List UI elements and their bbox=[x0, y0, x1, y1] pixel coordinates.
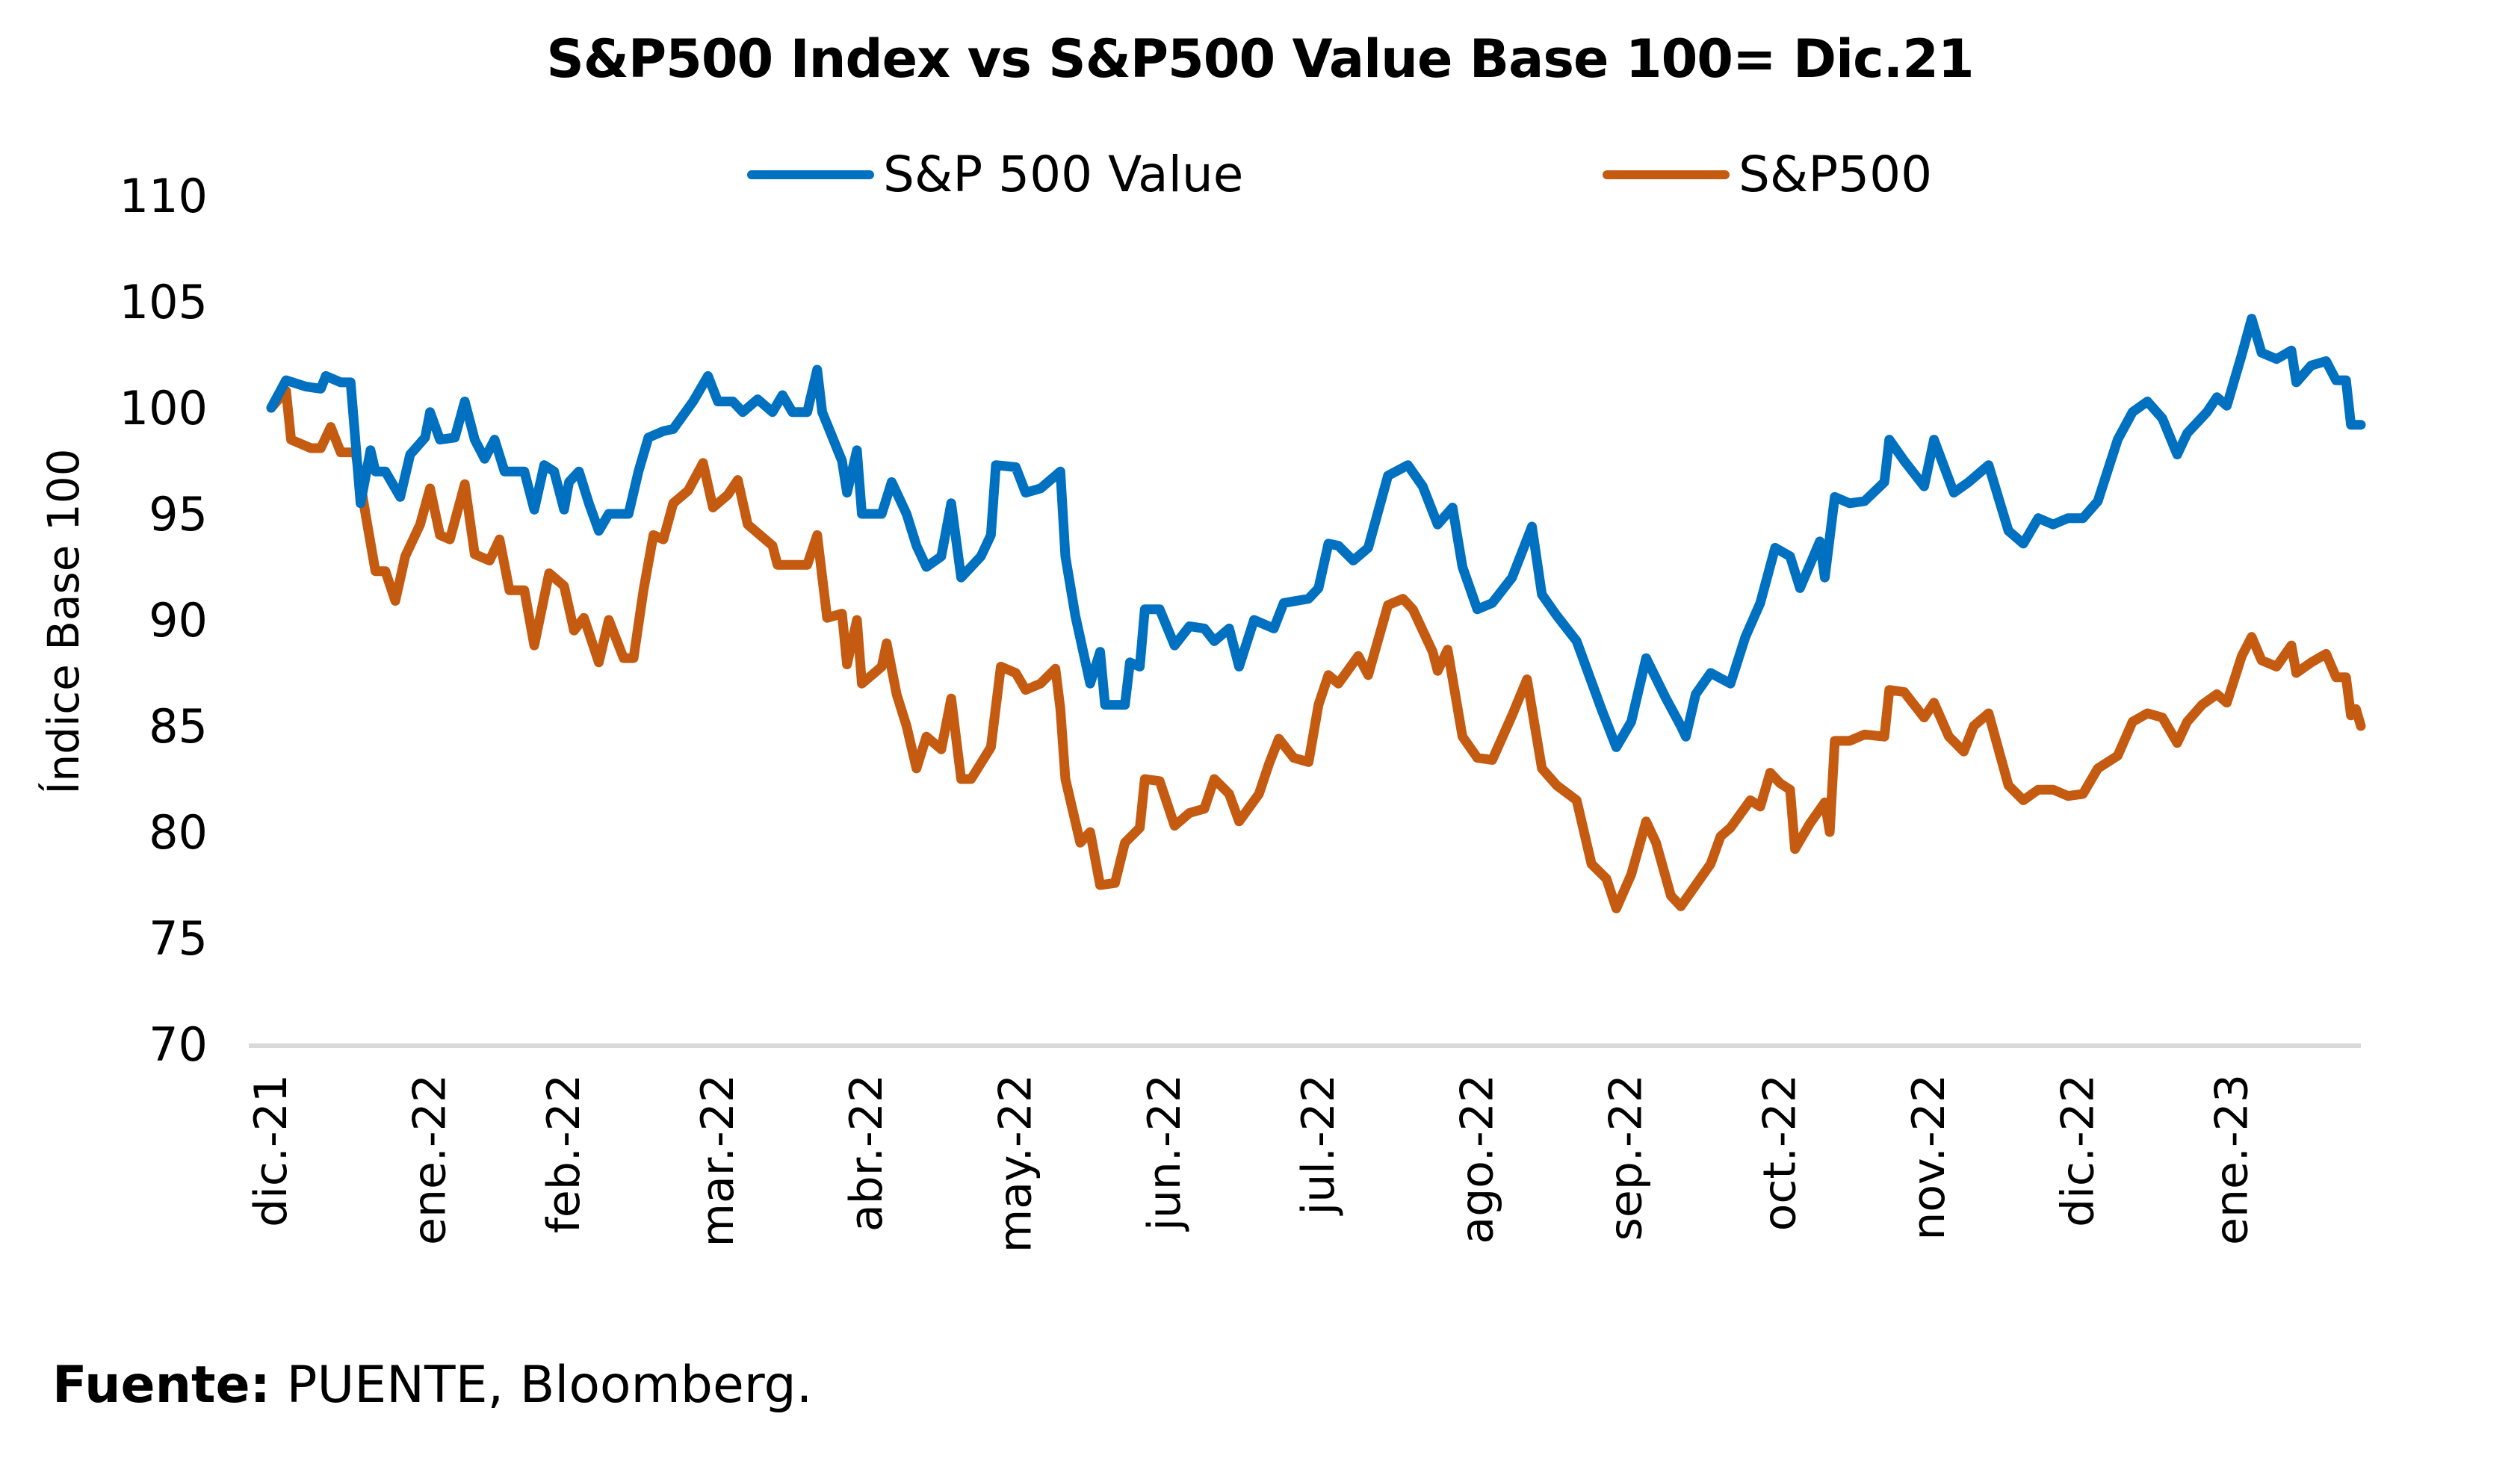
y-tick-label: 75 bbox=[149, 911, 208, 966]
y-tick-label: 95 bbox=[149, 487, 208, 542]
x-tick-label: jul.-22 bbox=[1292, 1074, 1345, 1216]
legend-item-sp500-value: S&P 500 Value bbox=[747, 146, 1243, 203]
x-tick-label: jun.-22 bbox=[1139, 1074, 1191, 1232]
x-tick-label: feb.-22 bbox=[538, 1074, 590, 1233]
legend-label-sp500: S&P500 bbox=[1739, 146, 1933, 203]
y-axis-ticks: 70 75 80 85 90 95 100 105 110 bbox=[120, 169, 208, 1072]
x-tick-label: sep.-22 bbox=[1600, 1074, 1653, 1241]
series-group bbox=[266, 314, 2366, 913]
x-tick-label: ago.-22 bbox=[1451, 1074, 1503, 1244]
x-tick-label: ene.-23 bbox=[2205, 1074, 2258, 1245]
x-tick-label: mar.-22 bbox=[692, 1074, 744, 1247]
x-axis-ticks: dic.-21 ene.-22 feb.-22 mar.-22 abr.-22 may.-… bbox=[245, 1074, 2258, 1253]
x-tick-label: oct.-22 bbox=[1754, 1074, 1807, 1231]
footer-text: PUENTE, Bloomberg. bbox=[270, 1356, 813, 1415]
series-line-s-p-500-value bbox=[266, 314, 2366, 752]
legend-label-sp500-value: S&P 500 Value bbox=[883, 146, 1244, 203]
source-footer: Fuente: PUENTE, Bloomberg. bbox=[52, 1356, 812, 1415]
y-tick-label: 100 bbox=[120, 381, 208, 435]
legend-item-sp500: S&P500 bbox=[1603, 146, 1932, 203]
footer-label: Fuente: bbox=[52, 1356, 270, 1415]
x-tick-label: may.-22 bbox=[990, 1074, 1042, 1253]
y-tick-label: 70 bbox=[149, 1017, 208, 1072]
x-tick-label: abr.-22 bbox=[840, 1074, 893, 1232]
y-tick-label: 85 bbox=[149, 699, 208, 754]
y-tick-label: 90 bbox=[149, 593, 208, 648]
x-tick-label: ene.-22 bbox=[404, 1074, 456, 1245]
x-tick-label: nov.-22 bbox=[1903, 1074, 1955, 1241]
legend: S&P 500 Value S&P500 bbox=[0, 146, 2520, 205]
legend-swatch-sp500-value bbox=[747, 170, 874, 179]
y-tick-label: 110 bbox=[120, 169, 208, 223]
y-axis-title: Índice Base 100 bbox=[37, 448, 89, 794]
legend-swatch-sp500 bbox=[1603, 170, 1730, 179]
y-tick-label: 80 bbox=[149, 805, 208, 860]
chart-title: S&P500 Index vs S&P500 Value Base 100= D… bbox=[546, 28, 1974, 90]
series-line-s-p500 bbox=[266, 385, 2366, 913]
x-tick-label: dic.-22 bbox=[2052, 1074, 2104, 1227]
y-tick-label: 105 bbox=[120, 275, 208, 329]
x-tick-label: dic.-21 bbox=[245, 1074, 297, 1227]
